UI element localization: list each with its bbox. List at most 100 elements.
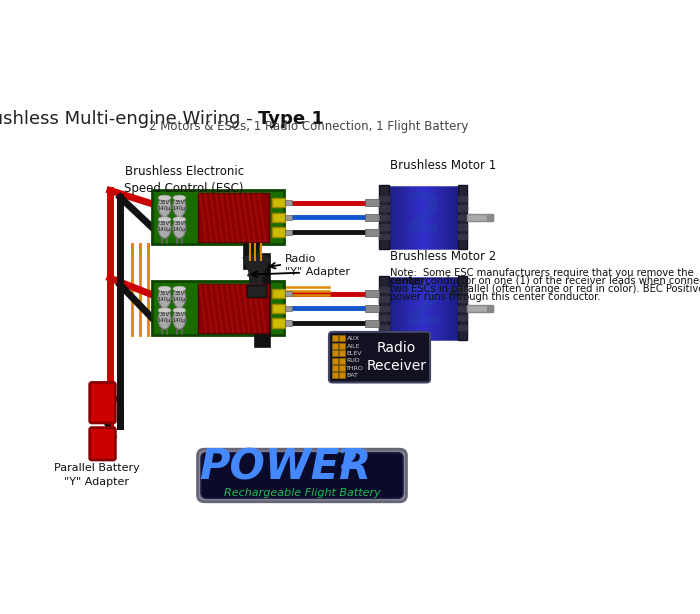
Text: 2: 2 — [404, 281, 442, 335]
Bar — [285, 291, 292, 296]
Bar — [467, 214, 493, 221]
Text: two ESCs in parallel (often orange or red in color). BEC Positive: two ESCs in parallel (often orange or re… — [390, 284, 700, 294]
Bar — [198, 193, 269, 242]
Text: POWER: POWER — [199, 446, 371, 489]
Bar — [365, 229, 379, 236]
Text: Rechargeable Flight Battery: Rechargeable Flight Battery — [223, 488, 380, 498]
Text: 35V
140μ: 35V 140μ — [158, 313, 172, 323]
Bar — [285, 321, 292, 326]
Text: center conductor on one (1) of the receiver leads when connecting: center conductor on one (1) of the recei… — [390, 276, 700, 286]
Ellipse shape — [173, 218, 186, 238]
Ellipse shape — [173, 309, 186, 329]
Bar — [379, 276, 389, 340]
Text: Type 1: Type 1 — [258, 109, 324, 128]
Bar — [332, 365, 337, 371]
Bar — [379, 205, 389, 211]
Bar — [332, 350, 337, 356]
Bar — [365, 214, 379, 221]
Bar — [198, 284, 269, 333]
Bar — [379, 306, 389, 311]
Bar — [339, 372, 345, 378]
Bar — [272, 289, 285, 298]
Ellipse shape — [158, 218, 171, 238]
Text: Brushless Motor 2: Brushless Motor 2 — [391, 249, 496, 263]
Bar — [458, 287, 467, 292]
Bar — [285, 215, 292, 220]
Bar — [272, 212, 285, 222]
Bar — [272, 227, 285, 237]
Bar — [272, 198, 285, 208]
Bar — [285, 230, 292, 235]
Bar — [365, 305, 379, 312]
Ellipse shape — [173, 196, 186, 217]
Ellipse shape — [158, 287, 171, 308]
Text: 35V
140μ: 35V 140μ — [173, 222, 186, 232]
Bar — [365, 290, 379, 297]
Bar — [285, 306, 292, 311]
Bar — [339, 335, 345, 341]
Bar — [365, 199, 379, 206]
Text: Radio
"Y" Adapter: Radio "Y" Adapter — [285, 254, 350, 278]
Text: 35V
140μ: 35V 140μ — [158, 222, 172, 232]
Bar — [458, 315, 467, 321]
Bar — [332, 335, 337, 341]
Ellipse shape — [158, 195, 171, 201]
Bar — [458, 325, 467, 330]
Text: AUX: AUX — [346, 336, 360, 341]
Bar — [339, 350, 345, 356]
Text: Brushless Motor 1: Brushless Motor 1 — [391, 158, 496, 171]
Bar — [332, 372, 337, 378]
Ellipse shape — [158, 196, 171, 217]
Bar — [458, 296, 467, 301]
Ellipse shape — [158, 286, 171, 292]
Ellipse shape — [173, 286, 186, 292]
Text: 2: 2 — [404, 190, 442, 244]
Bar — [272, 304, 285, 313]
Bar — [379, 224, 389, 230]
Text: BAT: BAT — [346, 373, 358, 378]
Bar — [153, 281, 284, 335]
Bar — [379, 185, 389, 249]
Bar — [458, 233, 467, 239]
Bar — [365, 320, 379, 327]
Bar — [246, 285, 265, 297]
Text: AILE: AILE — [346, 344, 360, 349]
Text: 35V
140μ: 35V 140μ — [173, 200, 186, 211]
Bar — [339, 365, 345, 371]
Bar — [339, 357, 345, 363]
Bar — [487, 306, 493, 311]
Bar — [458, 306, 467, 311]
Bar — [379, 315, 389, 321]
FancyBboxPatch shape — [201, 453, 403, 499]
Text: 35V
140μ: 35V 140μ — [173, 313, 186, 323]
Text: Parallel Battery
"Y" Adapter: Parallel Battery "Y" Adapter — [54, 464, 139, 486]
Text: 35V
140μ: 35V 140μ — [158, 291, 172, 301]
Ellipse shape — [173, 195, 186, 201]
Ellipse shape — [173, 287, 186, 308]
Bar — [458, 205, 467, 211]
Bar — [487, 215, 493, 220]
Text: 35V
140μ: 35V 140μ — [158, 200, 172, 211]
Bar — [458, 185, 467, 249]
Ellipse shape — [158, 309, 171, 329]
Ellipse shape — [158, 217, 171, 222]
FancyBboxPatch shape — [90, 383, 116, 423]
Bar — [379, 287, 389, 292]
Bar — [458, 196, 467, 201]
Text: 2: 2 — [338, 447, 358, 475]
Text: ELEV: ELEV — [346, 351, 362, 356]
FancyBboxPatch shape — [90, 427, 116, 460]
Ellipse shape — [173, 217, 186, 222]
Bar — [272, 319, 285, 328]
Bar — [332, 343, 337, 349]
Text: 2 Motors & ESCs, 1 Radio Connection, 1 Flight Battery: 2 Motors & ESCs, 1 Radio Connection, 1 F… — [149, 120, 468, 133]
Text: RUD: RUD — [346, 359, 360, 363]
Text: Radio
Receiver: Radio Receiver — [367, 341, 427, 373]
Bar — [379, 296, 389, 301]
Bar — [153, 190, 284, 244]
Bar — [458, 215, 467, 220]
Text: Brushless Electronic
Speed Control (ESC): Brushless Electronic Speed Control (ESC) — [125, 165, 244, 195]
Bar — [332, 357, 337, 363]
Text: THRO: THRO — [346, 366, 365, 371]
Bar — [379, 325, 389, 330]
